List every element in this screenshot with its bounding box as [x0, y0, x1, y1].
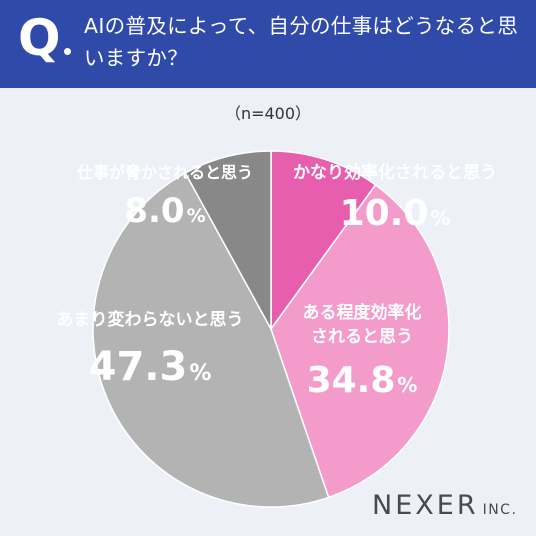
- question-header: Q AIの普及によって、自分の仕事はどうなると思いますか？: [0, 0, 536, 88]
- slice-value-3: 47.3%: [89, 344, 212, 390]
- slice-label-2: ある程度効率化: [303, 302, 422, 323]
- pie-slice-1: [270, 150, 377, 332]
- nexer-logo: NEXER INC.: [372, 490, 517, 521]
- logo-sub: INC.: [482, 502, 518, 518]
- slice-label-1: かなり効率化されると思う: [293, 162, 497, 183]
- pie-slice-3: [92, 171, 330, 508]
- slice-label-4: 仕事が脅かされると思う: [76, 163, 253, 182]
- logo-main: NEXER: [372, 490, 479, 521]
- slice-label-3: あまり変わらないと思う: [57, 309, 244, 330]
- pie-slice-4: [184, 150, 272, 330]
- sample-size-label: （n=400）: [224, 104, 312, 123]
- pie-slice-2: [270, 183, 450, 499]
- slice-value-4: 8.0%: [124, 191, 205, 231]
- q-mark: Q: [18, 9, 61, 67]
- slice-value-1: 10.0%: [340, 193, 451, 234]
- slice-label-2: されると思う: [311, 327, 413, 347]
- slice-value-2: 34.8%: [307, 360, 418, 401]
- q-dot: [64, 48, 71, 55]
- question-text: AIの普及によって、自分の仕事はどうなると思いますか？: [84, 14, 519, 70]
